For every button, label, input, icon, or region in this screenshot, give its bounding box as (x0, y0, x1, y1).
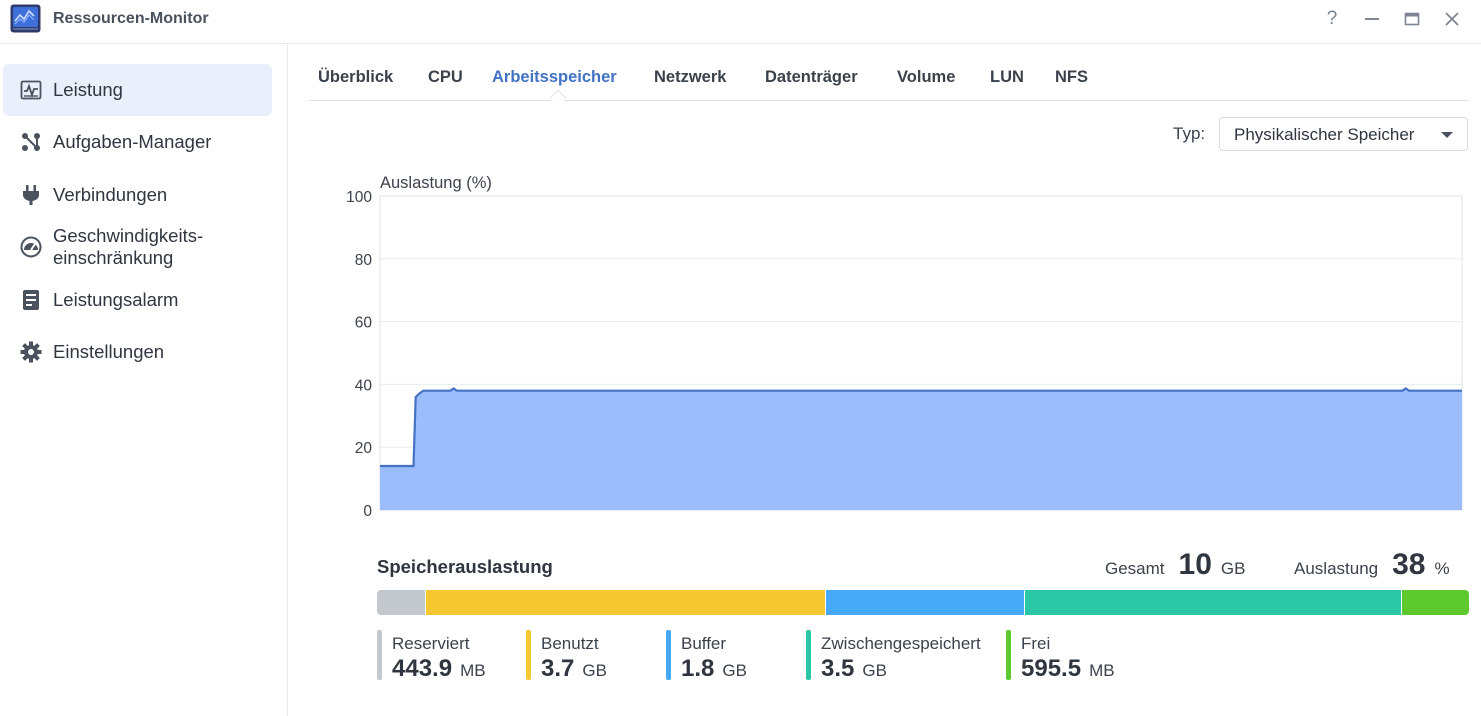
sidebar-item-verbindungen[interactable]: Verbindungen (3, 169, 272, 221)
legend-value: 595.5 (1021, 655, 1082, 682)
y-tick-label: 40 (355, 377, 373, 394)
legend-value: 1.8 (681, 655, 715, 682)
memory-bar-segment-buffer (826, 590, 1024, 615)
title-bar: Ressourcen-Monitor ? (0, 0, 1481, 44)
tab-netzwerk[interactable]: Netzwerk (654, 68, 727, 86)
sidebar-item-label: Aufgaben-Manager (53, 131, 212, 152)
legend-unit: MB (460, 661, 486, 680)
tab-bar: Überblick CPU Arbeitsspeicher Netzwerk D… (309, 62, 1469, 107)
sidebar-item-label-line2: einschränkung (53, 247, 174, 268)
help-button[interactable]: ? (1319, 8, 1345, 30)
task-manager-icon (20, 131, 42, 153)
chevron-down-icon (1441, 132, 1453, 138)
tab-lun[interactable]: LUN (990, 68, 1024, 86)
tab-arbeitsspeicher[interactable]: Arbeitsspeicher (492, 68, 617, 86)
sidebar-item-label: Leistungsalarm (53, 289, 179, 310)
tab-ueberblick[interactable]: Überblick (318, 68, 394, 86)
memory-bar-segment-reserved (377, 590, 425, 615)
memory-total: Gesamt 10 GB (1105, 548, 1245, 588)
minimize-icon (1365, 18, 1379, 20)
legend-unit: MB (1089, 661, 1115, 680)
legend-unit: GB (722, 661, 747, 680)
legend-color-stripe (377, 630, 382, 680)
memory-usage-unit: % (1434, 559, 1450, 578)
legend-value: 3.7 (541, 655, 575, 682)
legend-value: 3.5 (821, 655, 855, 682)
legend-label: Frei (1021, 634, 1051, 653)
sidebar-item-leistung[interactable]: Leistung (3, 64, 272, 116)
y-tick-label: 80 (355, 252, 373, 269)
memory-bar-segment-cached (1025, 590, 1401, 615)
y-tick-label: 100 (346, 189, 372, 206)
y-axis-label: Auslastung (%) (380, 174, 492, 192)
tab-datentraeger[interactable]: Datenträger (765, 68, 858, 86)
legend-label: Benutzt (541, 634, 599, 653)
legend-value: 443.9 (392, 655, 453, 682)
legend-color-stripe (526, 630, 531, 680)
y-tick-label: 20 (355, 440, 373, 457)
active-tab-indicator (549, 89, 567, 107)
sidebar-item-einstellungen[interactable]: Einstellungen (3, 326, 272, 378)
sidebar-item-label: Geschwindigkeits- (53, 225, 204, 246)
legend-label: Buffer (681, 634, 727, 653)
clipboard-icon (20, 289, 42, 311)
sidebar-item-geschwindigkeitseinschraenkung[interactable]: Geschwindigkeits- einschränkung (3, 220, 272, 274)
plug-icon (20, 184, 42, 206)
memory-usage-bar (377, 590, 1469, 615)
performance-chart-icon (20, 79, 42, 101)
legend-color-stripe (666, 630, 671, 680)
memory-usage-value: 38 (1392, 548, 1426, 581)
memory-total-unit: GB (1220, 559, 1246, 578)
maximize-button[interactable] (1399, 8, 1425, 30)
memory-total-value: 10 (1178, 548, 1212, 581)
tab-volume[interactable]: Volume (897, 68, 956, 86)
sidebar-item-label: Verbindungen (53, 184, 168, 205)
memory-total-label: Gesamt (1105, 559, 1165, 578)
sidebar-item-aufgaben-manager[interactable]: Aufgaben-Manager (3, 116, 272, 168)
resource-monitor-app-icon (10, 4, 41, 33)
sidebar: Leistung Aufgaben-Manager Verbindungen G… (0, 44, 288, 716)
series-line (380, 387, 1462, 468)
maximize-icon (1404, 12, 1420, 26)
speedometer-icon (20, 236, 42, 258)
sidebar-item-label: Einstellungen (53, 341, 165, 362)
legend-color-stripe (806, 630, 811, 680)
tab-nfs[interactable]: NFS (1055, 68, 1088, 86)
y-tick-label: 0 (363, 503, 372, 520)
legend-label: Reserviert (392, 634, 470, 653)
type-select-value: Physikalischer Speicher (1234, 125, 1415, 144)
sidebar-item-label: Leistung (53, 79, 123, 100)
memory-usage-title: Speicherauslastung (377, 556, 553, 577)
memory-usage-summary: Auslastung 38 % (1294, 548, 1450, 588)
tab-cpu[interactable]: CPU (428, 68, 463, 86)
type-select[interactable]: Physikalischer Speicher (1219, 117, 1468, 151)
memory-usage-label: Auslastung (1294, 559, 1379, 578)
close-icon (1445, 12, 1459, 26)
help-icon: ? (1326, 8, 1338, 29)
memory-usage-chart: 0 20 40 60 80 100 Auslastung (%) (330, 170, 1470, 520)
chart-svg: 0 20 40 60 80 100 Auslastung (%) (346, 174, 1463, 520)
window-title: Ressourcen-Monitor (53, 10, 209, 27)
memory-bar-segment-free (1402, 590, 1469, 615)
y-tick-label: 60 (355, 315, 373, 332)
gear-icon (20, 341, 42, 363)
minimize-button[interactable] (1359, 8, 1385, 30)
close-button[interactable] (1439, 8, 1465, 30)
series-area (380, 388, 1462, 510)
legend-unit: GB (862, 661, 887, 680)
memory-bar-segment-used (426, 590, 825, 615)
type-label: Typ: (1173, 124, 1206, 143)
legend-unit: GB (582, 661, 607, 680)
legend-label: Zwischengespeichert (821, 634, 981, 653)
sidebar-item-leistungsalarm[interactable]: Leistungsalarm (3, 274, 272, 326)
legend-color-stripe (1006, 630, 1011, 680)
